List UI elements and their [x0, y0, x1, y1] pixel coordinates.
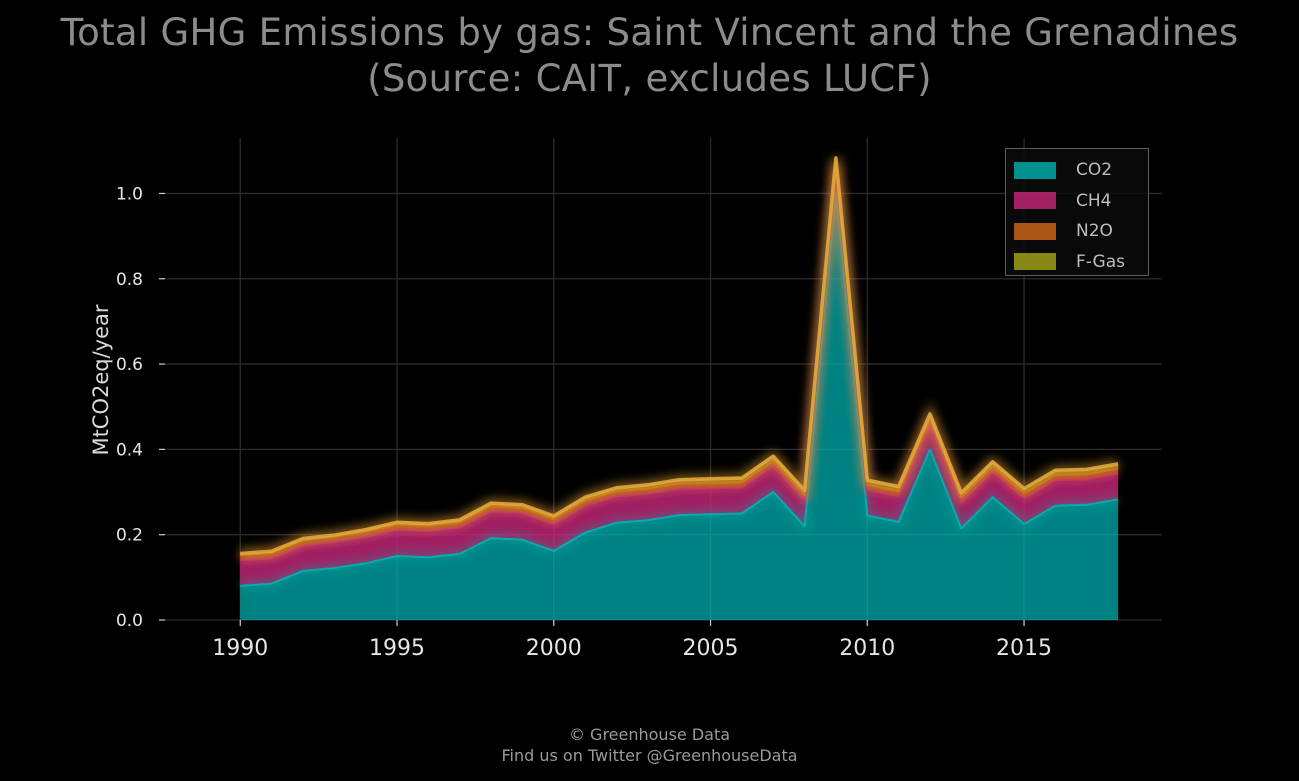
- x-tick-label: 2005: [683, 636, 739, 661]
- footer: © Greenhouse Data Find us on Twitter @Gr…: [0, 724, 1299, 766]
- legend-item-ch4: CH4: [1014, 186, 1148, 217]
- legend-label: CO2: [1076, 160, 1113, 181]
- legend-label: N2O: [1076, 221, 1113, 242]
- x-tick-label: 2010: [839, 636, 895, 661]
- y-tick-label: 0.0: [116, 611, 143, 631]
- y-tick-label: 0.2: [116, 526, 143, 546]
- chart-title-line-2: (Source: CAIT, excludes LUCF): [367, 57, 932, 100]
- chart-title: Total GHG Emissions by gas: Saint Vincen…: [0, 10, 1299, 102]
- area-co2: [240, 193, 1119, 620]
- footer-twitter: Find us on Twitter @GreenhouseData: [501, 746, 798, 765]
- y-tick-label: 0.6: [116, 355, 143, 375]
- footer-copyright: © Greenhouse Data: [568, 725, 731, 744]
- legend: CO2 CH4 N2O F-Gas: [1005, 148, 1149, 276]
- axes: 1990 1995 2000 2005 2010 2015 0.0 0.2 0.4 0.6 0.8 1…: [116, 184, 1052, 661]
- y-tick-label: 0.8: [116, 270, 143, 290]
- y-tick-label: 0.4: [116, 440, 143, 460]
- legend-swatch: [1014, 253, 1056, 271]
- legend-item-n2o: N2O: [1014, 216, 1148, 247]
- legend-swatch: [1014, 161, 1056, 179]
- legend-label: CH4: [1076, 190, 1112, 211]
- x-tick-label: 2015: [996, 636, 1052, 661]
- legend-swatch: [1014, 192, 1056, 210]
- series-line-co2: [240, 192, 1119, 587]
- legend-item-f-gas: F-Gas: [1014, 247, 1148, 278]
- series-line-ch4: [240, 166, 1119, 562]
- x-tick-label: 2000: [526, 636, 582, 661]
- legend-item-co2: CO2: [1014, 155, 1148, 186]
- stacked-areas: [239, 156, 1119, 620]
- x-tick-label: 1990: [212, 636, 268, 661]
- legend-swatch: [1014, 222, 1056, 240]
- y-axis-label: MtCO2eq/year: [89, 304, 113, 455]
- chart-title-line-1: Total GHG Emissions by gas: Saint Vincen…: [60, 11, 1239, 54]
- x-tick-label: 1995: [369, 636, 425, 661]
- series-line-f-gas: [240, 156, 1119, 556]
- y-tick-label: 1.0: [116, 184, 143, 204]
- legend-label: F-Gas: [1076, 251, 1125, 272]
